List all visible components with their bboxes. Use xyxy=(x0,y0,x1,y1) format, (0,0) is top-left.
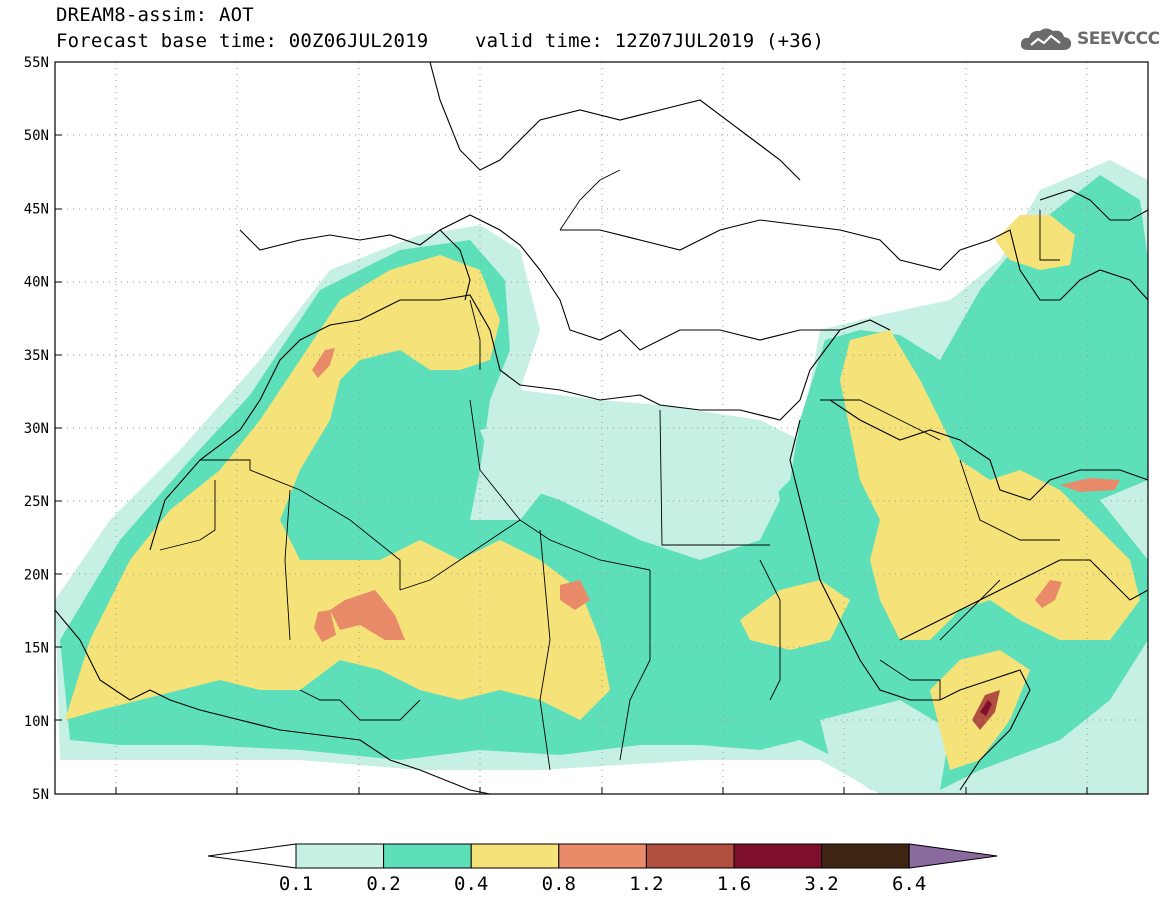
colorbar-under-arrow xyxy=(207,843,297,869)
aot-level-0.4-sudan xyxy=(740,580,850,650)
map-subtitle: Forecast base time: 00Z06JUL2019 valid t… xyxy=(56,30,825,52)
axis-ticks xyxy=(55,61,1088,794)
colorbar-label: 1.2 xyxy=(629,873,663,895)
colorbar-swatch xyxy=(383,843,472,869)
lat-label: 35N xyxy=(24,348,49,364)
logo-text: SEEVCCC xyxy=(1077,29,1160,49)
lat-label: 45N xyxy=(24,201,49,217)
map-title: DREAM8-assim: AOT xyxy=(56,4,254,26)
colorbar-swatch xyxy=(821,843,910,869)
colorbar-swatch xyxy=(295,843,385,869)
colorbar-over-arrow xyxy=(908,843,998,869)
colorbar-label: 0.1 xyxy=(279,873,313,895)
colorbar-label: 1.6 xyxy=(717,873,751,895)
aot-level-0.8-oman xyxy=(1035,580,1062,608)
colorbar-swatch xyxy=(733,843,823,869)
aot-level-0.8-morocco xyxy=(312,348,335,378)
lat-label: 50N xyxy=(24,128,49,144)
lat-label: 55N xyxy=(24,55,49,71)
aot-level-0.4-west-africa xyxy=(65,255,610,720)
lat-label: 30N xyxy=(24,421,49,437)
lat-label: 40N xyxy=(24,275,49,291)
cloud-icon xyxy=(1020,28,1072,50)
aot-level-0.4-caspian xyxy=(995,215,1075,270)
aot-level-0.8-algeria xyxy=(314,610,336,642)
aot-level-0.8-gulf xyxy=(1060,478,1120,492)
clear-area-east-africa xyxy=(820,700,950,790)
lat-label: 10N xyxy=(24,714,49,730)
colorbar-label: 0.4 xyxy=(454,873,488,895)
graticule xyxy=(55,62,1148,794)
clear-area-libya xyxy=(480,420,780,560)
colorbar-label: 0.2 xyxy=(366,873,400,895)
colorbar: 0.1 0.2 0.4 0.8 1.2 1.6 3.2 6.4 xyxy=(207,843,998,895)
colorbar-swatch xyxy=(558,843,647,869)
lat-label: 15N xyxy=(24,641,49,657)
colorbar-label: 6.4 xyxy=(892,873,926,895)
lat-label: 25N xyxy=(24,494,49,510)
latitude-labels: 55N 50N 45N 40N 35N 30N 25N 20N 15N 10N 5N xyxy=(24,55,49,800)
country-borders xyxy=(159,169,1060,771)
colorbar-label: 0.8 xyxy=(542,873,576,895)
colorbar-swatch xyxy=(470,843,560,869)
lat-label: 5N xyxy=(32,787,49,800)
seevccc-logo: SEEVCCC xyxy=(1018,24,1160,54)
aot-level-0.4-arabia xyxy=(840,330,1140,640)
aot-level-0.8-mali xyxy=(330,590,405,640)
colorbar-swatch xyxy=(645,843,735,869)
aot-level-1.6-somalia xyxy=(980,700,992,716)
lat-label: 20N xyxy=(24,567,49,583)
colorbar-label: 3.2 xyxy=(804,873,838,895)
coastlines xyxy=(55,62,1148,794)
aot-level-0.8-chad xyxy=(560,580,590,610)
